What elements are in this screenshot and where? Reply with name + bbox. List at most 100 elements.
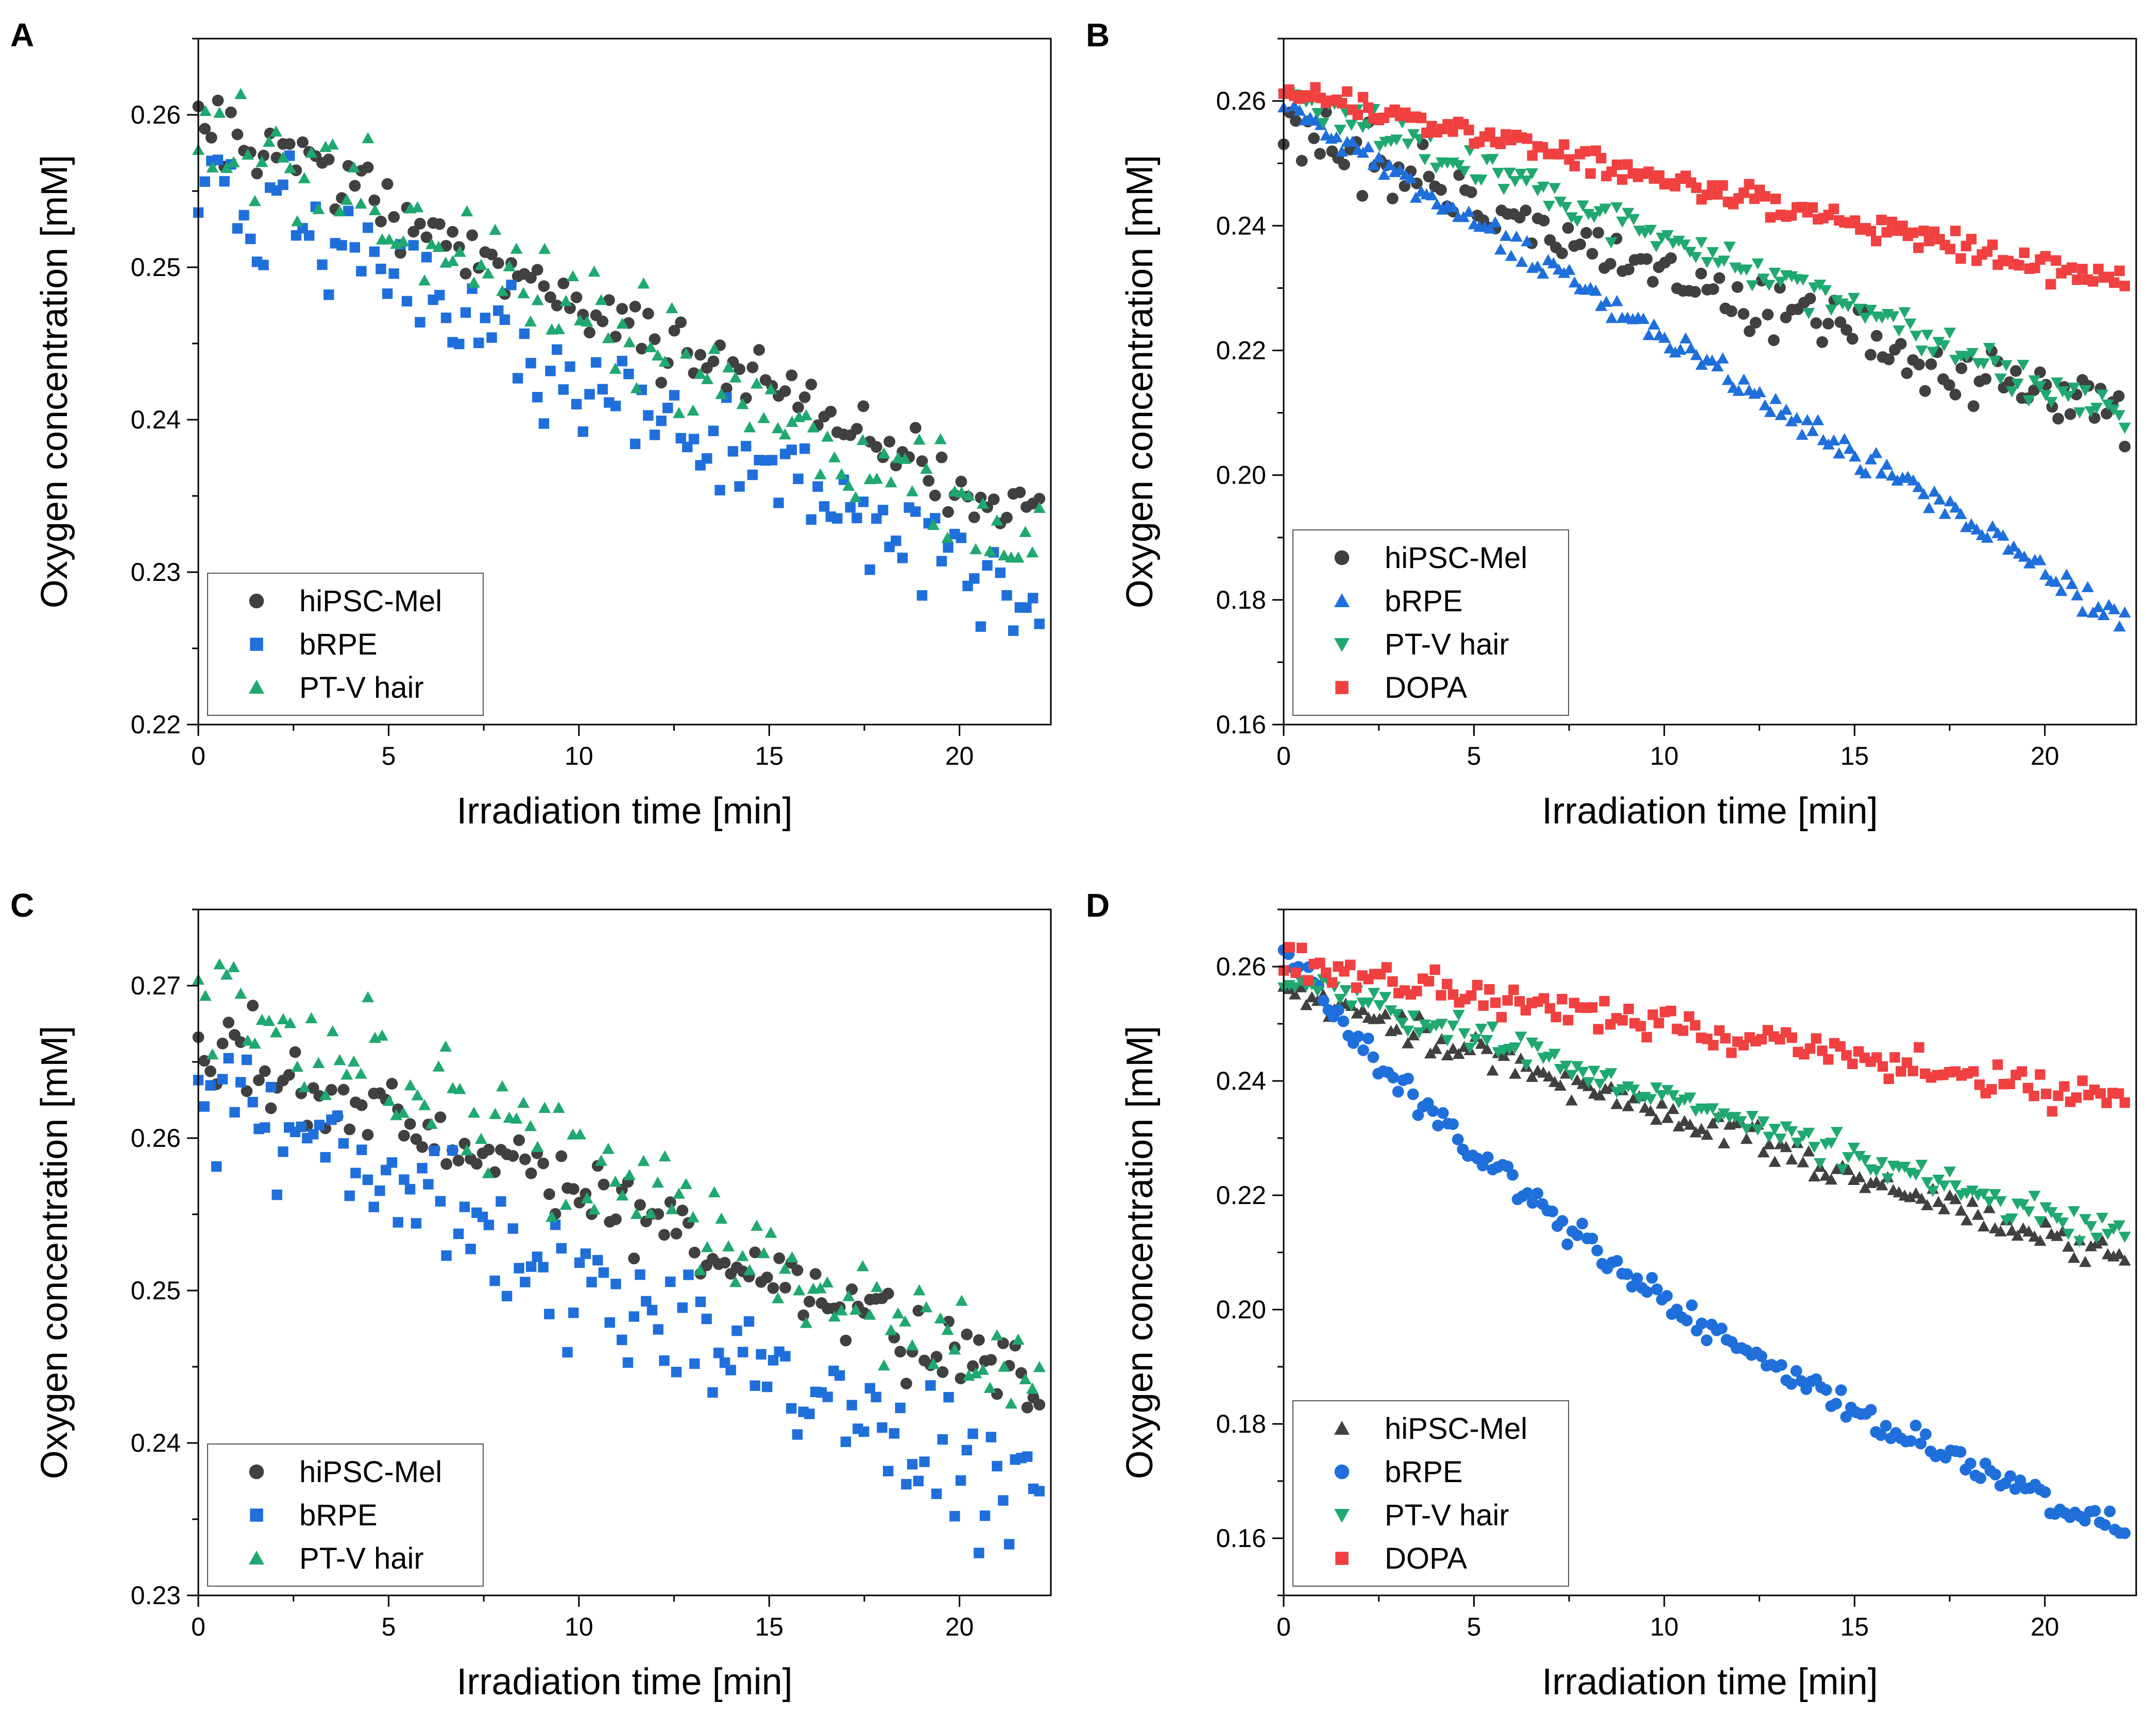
data-point: [538, 1102, 551, 1113]
data-point: [381, 178, 394, 190]
data-point: [2045, 397, 2058, 408]
y-axis-label: Oxygen concentration [mM]: [34, 155, 75, 608]
data-point: [768, 1355, 779, 1366]
data-point: [489, 1275, 500, 1286]
data-point: [1500, 230, 1512, 241]
data-point: [1917, 488, 1930, 500]
data-point: [991, 1329, 1003, 1340]
data-point: [736, 1250, 749, 1261]
data-point: [2068, 383, 2081, 394]
data-point: [1691, 182, 1702, 193]
data-point: [1486, 1064, 1499, 1076]
data-point: [525, 1261, 537, 1272]
data-point: [1650, 1082, 1663, 1094]
data-point: [1870, 446, 1883, 458]
data-point: [1402, 139, 1415, 150]
data-point: [483, 1143, 495, 1156]
data-point: [1593, 1024, 1604, 1035]
data-point: [1336, 145, 1348, 157]
data-point: [956, 532, 967, 543]
data-point: [1521, 235, 1533, 247]
data-point: [1490, 997, 1501, 1008]
data-point: [1841, 1050, 1852, 1061]
data-point: [1989, 1468, 2002, 1481]
data-point: [1351, 1007, 1364, 1019]
data-point: [1740, 264, 1753, 276]
data-point: [223, 1053, 234, 1064]
data-point: [1706, 354, 1718, 366]
data-point: [825, 405, 837, 418]
panel-c: C 0 5 10 15 20 0.23 0.24 0.25 0.26 0.27 Irradiation…: [10, 887, 1052, 1703]
data-point: [1589, 284, 1602, 296]
data-point: [447, 226, 458, 238]
data-point: [916, 590, 928, 601]
y-tick-label: 0.24: [1216, 211, 1266, 240]
data-point: [997, 1337, 1009, 1349]
data-point: [992, 1460, 1002, 1472]
data-point: [2018, 551, 2031, 562]
data-point: [635, 1269, 645, 1280]
data-point: [269, 125, 282, 137]
panel-label: D: [1086, 887, 1110, 924]
data-point: [1311, 986, 1324, 997]
data-point: [2060, 569, 2073, 580]
data-point: [2034, 1216, 2047, 1228]
data-point: [1411, 986, 1422, 996]
data-point: [942, 506, 954, 518]
data-point: [821, 431, 834, 442]
data-point: [1526, 1071, 1539, 1082]
data-point: [1737, 308, 1750, 320]
data-point: [877, 505, 889, 515]
data-point: [531, 264, 543, 276]
data-point: [884, 1324, 897, 1335]
data-point: [1817, 1045, 1828, 1056]
data-point: [1910, 1169, 1922, 1181]
data-point: [1763, 1131, 1776, 1143]
data-point: [432, 240, 445, 252]
data-point: [1889, 1052, 1900, 1063]
data-point: [304, 230, 315, 241]
data-point: [664, 1196, 676, 1208]
data-point: [1768, 267, 1781, 279]
data-point: [1654, 1018, 1664, 1028]
data-point: [1357, 1044, 1370, 1056]
data-point: [1429, 1043, 1442, 1054]
data-point: [793, 473, 804, 484]
data-point: [1700, 1128, 1713, 1140]
data-point: [1351, 982, 1362, 993]
data-point: [1802, 1145, 1815, 1157]
data-point: [1968, 1066, 1979, 1077]
data-point: [417, 1163, 428, 1174]
data-point: [955, 1295, 968, 1306]
data-point: [2002, 543, 2015, 555]
data-point: [772, 1292, 785, 1303]
data-point: [1853, 303, 1866, 315]
data-point: [643, 410, 654, 421]
data-point: [2112, 1248, 2125, 1259]
data-point: [565, 361, 575, 372]
data-point: [1932, 337, 1945, 348]
data-point: [1974, 1079, 1985, 1090]
data-point: [864, 1383, 876, 1394]
data-point: [982, 560, 993, 571]
data-point: [1309, 114, 1322, 126]
data-point: [1904, 318, 1917, 330]
data-point: [1944, 328, 1956, 339]
data-point: [199, 176, 210, 187]
data-point: [520, 1277, 531, 1287]
y-tick-label: 0.22: [1216, 1181, 1266, 1210]
data-point: [1367, 1051, 1379, 1063]
data-point: [459, 1201, 470, 1212]
data-point: [1711, 360, 1724, 372]
data-point: [1596, 152, 1607, 164]
data-point: [1378, 168, 1391, 180]
legend-entry: hiPSC-Mel: [1385, 1412, 1527, 1446]
data-point: [604, 1317, 615, 1328]
data-point: [1859, 467, 1872, 478]
data-point: [1886, 469, 1898, 481]
data-point: [683, 1269, 694, 1280]
data-point: [653, 1324, 663, 1335]
data-point: [1759, 399, 1771, 410]
data-point: [1565, 212, 1578, 224]
